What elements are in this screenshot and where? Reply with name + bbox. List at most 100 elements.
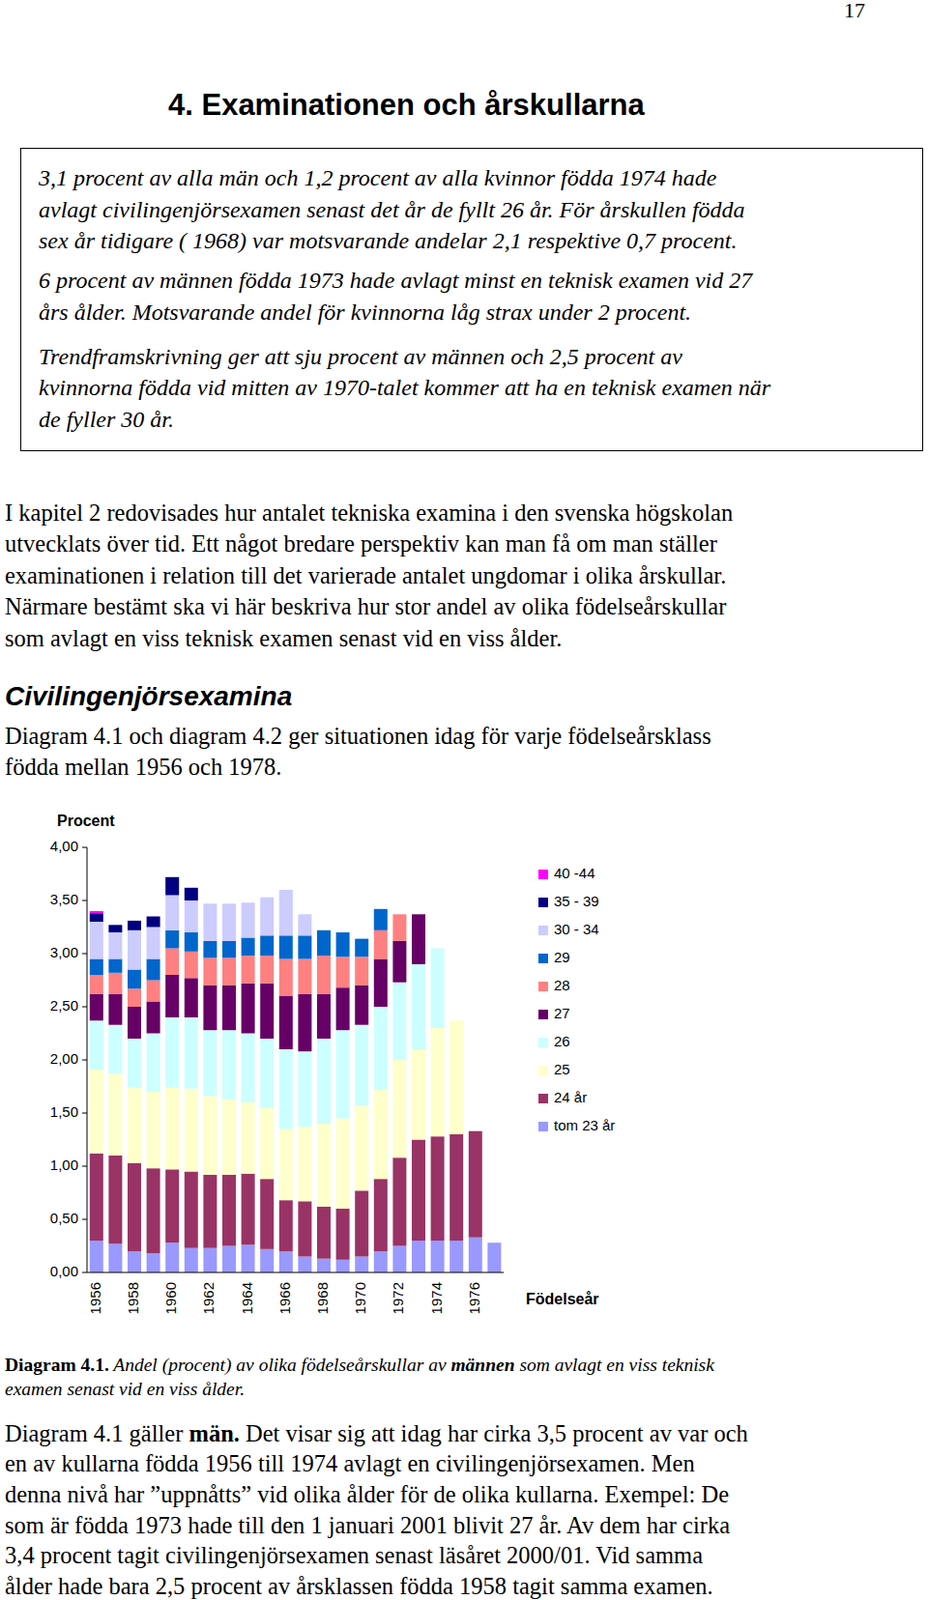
bar-segment	[146, 1253, 161, 1274]
bar-segment	[89, 975, 104, 995]
bar-segment	[222, 986, 236, 1031]
bar-segment	[279, 959, 293, 998]
bar-segment	[354, 986, 369, 1026]
bar-segment	[354, 957, 369, 986]
bar-segment	[354, 1190, 369, 1257]
y-tick	[82, 1060, 87, 1062]
bar-segment	[184, 952, 199, 980]
bar-segment	[127, 921, 142, 931]
bar-segment	[222, 1100, 236, 1176]
intro-line: som avlagt en viss teknisk examen senast…	[4, 623, 562, 655]
legend-swatch	[538, 954, 549, 964]
bar-segment	[89, 994, 104, 1022]
legend-label: 25	[553, 1061, 571, 1078]
bar-segment	[146, 1034, 161, 1094]
legend-label: tom 23 år	[553, 1117, 615, 1134]
bar-segment	[241, 902, 256, 938]
bar-segment	[336, 932, 350, 957]
legend-swatch	[538, 898, 549, 908]
bar-segment	[184, 1017, 199, 1090]
bar-segment	[203, 1175, 217, 1249]
bar-segment	[374, 1251, 388, 1274]
legend-label: 24 år	[553, 1089, 587, 1106]
y-tick	[82, 1166, 87, 1168]
bar-segment	[241, 1245, 256, 1274]
bar-segment	[279, 890, 293, 936]
bar-segment	[165, 896, 179, 931]
bar-segment	[317, 1124, 331, 1208]
bar-segment	[354, 1257, 369, 1275]
bar-segment	[89, 911, 104, 914]
bar-segment	[203, 903, 217, 942]
bar-segment	[146, 1092, 161, 1169]
body-line-run: Det visar sig att idag har cirka 3,5 pro…	[239, 1421, 749, 1448]
y-tick-label: 0,00	[50, 1263, 79, 1280]
bar-segment	[203, 1096, 217, 1175]
y-tick-label: 4,00	[50, 838, 79, 855]
body-line-run: Diagram 4.1 gäller	[4, 1421, 190, 1448]
page: {"page_number": "17", "heading": "4. Exa…	[0, 0, 928, 1600]
bar-segment	[411, 1049, 426, 1141]
bar-segment	[108, 994, 122, 1026]
bar-segment	[146, 916, 161, 918]
bar-segment	[89, 913, 104, 923]
bar-segment	[203, 1248, 217, 1274]
y-tick	[82, 1273, 87, 1275]
summary-line: 3,1 procent av alla män och 1,2 procent …	[38, 162, 717, 194]
bar-segment	[297, 1257, 312, 1275]
x-tick-label: 1958	[124, 1282, 142, 1315]
bar-segment	[487, 1243, 501, 1274]
bar-segment	[165, 1088, 179, 1171]
bar-segment	[165, 1017, 179, 1089]
bar-segment	[165, 1169, 179, 1244]
bar-segment	[165, 949, 179, 977]
bar-segment	[260, 935, 274, 957]
bar-segment	[260, 1108, 274, 1181]
summary-line: Trendframskrivning ger att sju procent a…	[38, 341, 683, 373]
caption-line-run: som avlagt en viss teknisk	[515, 1355, 715, 1376]
y-axis-label: Procent	[57, 812, 116, 830]
legend-label: 26	[553, 1033, 571, 1050]
section-title: Civilingenjörsexamina	[4, 679, 292, 715]
bar-segment	[222, 903, 236, 942]
legend-swatch	[538, 870, 549, 880]
legend-swatch	[538, 1094, 549, 1104]
bar-segment	[127, 920, 142, 922]
bar-segment	[260, 897, 274, 899]
bar-segment	[354, 1025, 369, 1107]
legend-label: 40 -44	[553, 865, 596, 882]
heading: 4. Examinationen och årskullarna	[168, 86, 645, 125]
bar-segment	[146, 917, 161, 928]
x-tick-label: 1972	[389, 1282, 406, 1315]
body-line: denna nivå har ”uppnåtts” vid olika ålde…	[4, 1479, 729, 1510]
legend-swatch	[538, 982, 549, 992]
bar-segment	[108, 1156, 122, 1245]
bar-segment	[184, 1248, 199, 1274]
page-number: 17	[843, 0, 866, 23]
bar-segment	[392, 1158, 406, 1247]
bar-segment	[392, 1247, 406, 1275]
bar-segment	[297, 914, 312, 936]
bar-segment	[108, 925, 122, 933]
bar-segment	[108, 1073, 122, 1157]
bar-segment	[374, 1090, 388, 1180]
bar-segment	[317, 1039, 331, 1125]
body-line: 3,4 procent tagit civilingenjörsexamen s…	[4, 1540, 703, 1571]
bar-segment	[108, 959, 122, 974]
y-tick-label: 1,00	[50, 1157, 79, 1174]
bar-segment	[279, 1200, 293, 1252]
bar-segment	[222, 1030, 236, 1101]
bar-segment	[392, 914, 406, 942]
bar-segment	[127, 1163, 142, 1252]
legend-label: 35 - 39	[553, 893, 600, 910]
bar-segment	[260, 1039, 274, 1109]
summary-line: års ålder. Motsvarande andel för kvinnor…	[38, 296, 692, 328]
summary-line: kvinnorna födda vid mitten av 1970-talet…	[38, 372, 771, 404]
bar-segment	[146, 1002, 161, 1035]
legend-label: 29	[553, 949, 571, 966]
bar-segment	[392, 983, 406, 1061]
bar-segment	[184, 978, 199, 1018]
bar-segment	[260, 1249, 274, 1274]
bar-segment	[411, 914, 426, 965]
section-intro-line: Diagram 4.1 och diagram 4.2 ger situatio…	[4, 721, 712, 753]
